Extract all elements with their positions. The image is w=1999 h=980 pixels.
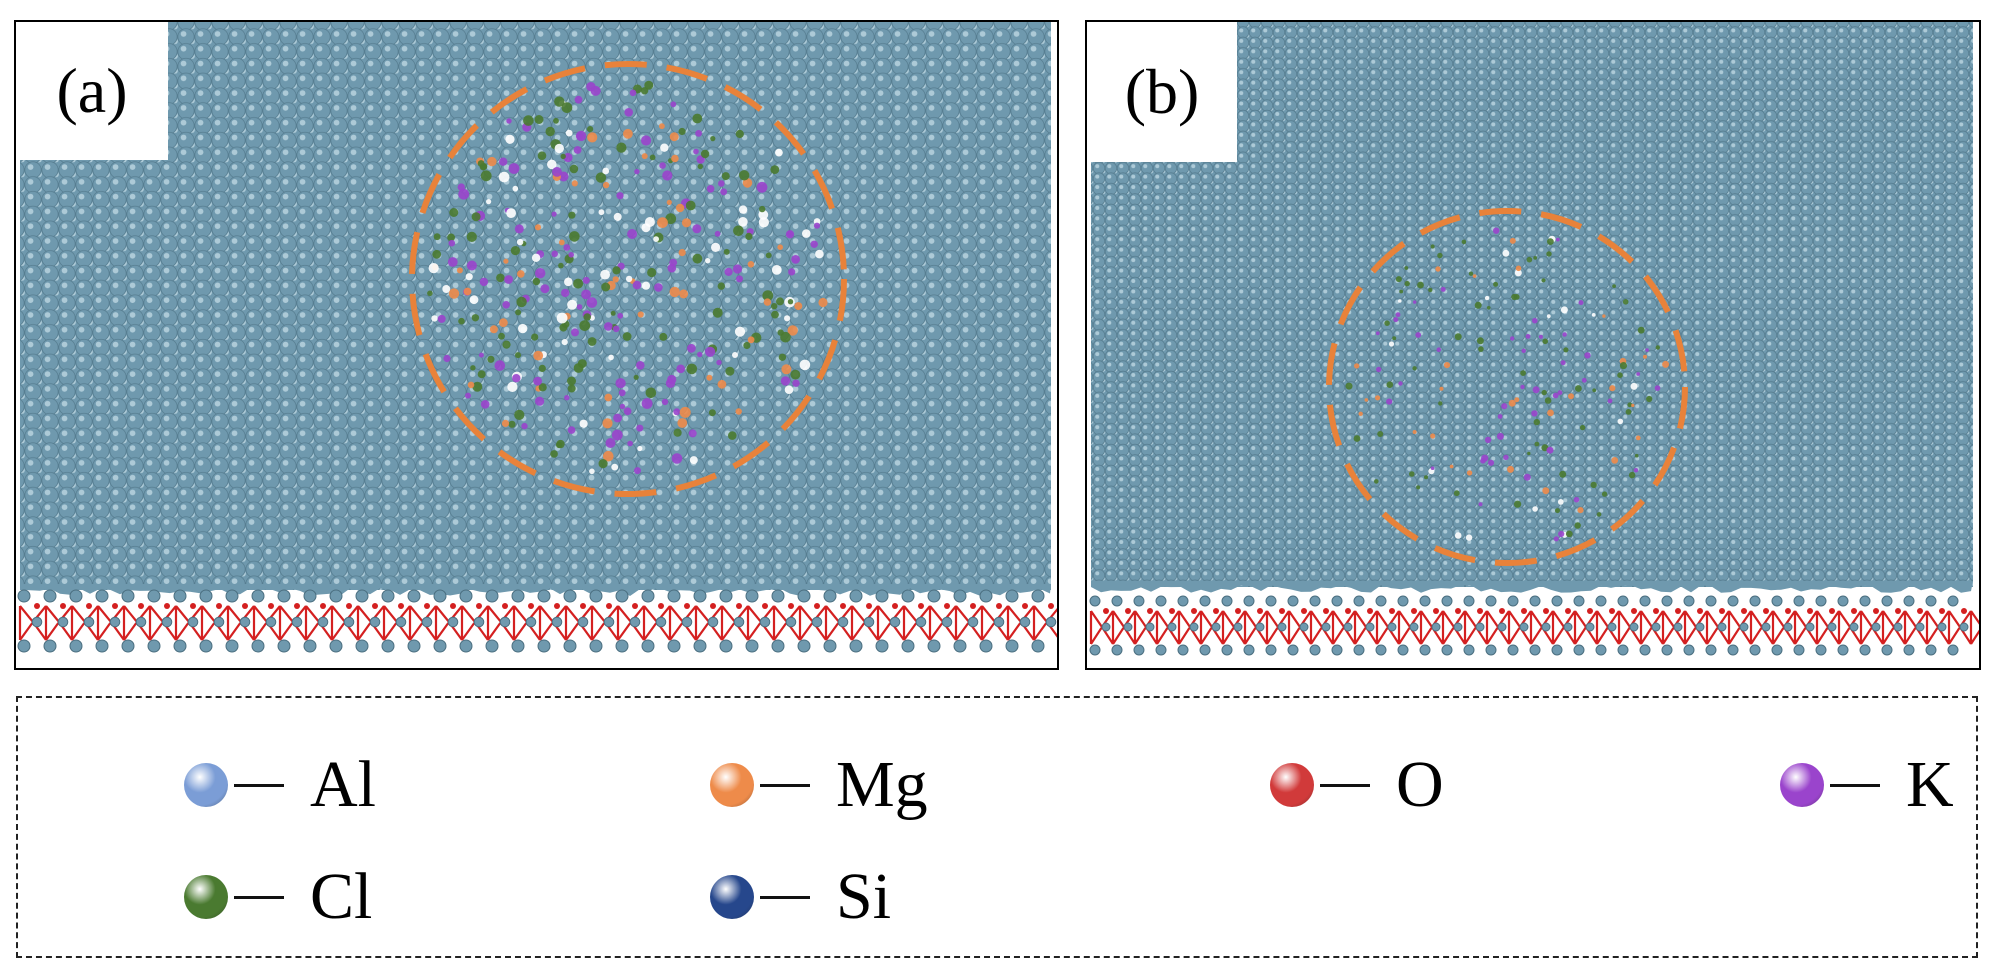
legend-item-k: K [1780,752,1954,818]
legend-label-k: K [1906,748,1954,821]
legend-dash [234,783,284,787]
legend-dash [1830,783,1880,787]
legend-label-al: Al [310,748,376,821]
legend-item-o: O [1270,752,1444,818]
element-legend: Al Mg O K Cl Si [16,696,1978,958]
panel-a: (a) [14,20,1059,670]
legend-dash [1320,783,1370,787]
o-atom-icon [1270,763,1314,807]
panel-label-b: (b) [1087,22,1237,162]
legend-dash [234,895,284,899]
solute-atoms [1345,227,1670,542]
legend-dash [760,783,810,787]
mg-atom-icon [710,763,754,807]
k-atom-icon [1780,763,1824,807]
legend-item-mg: Mg [710,752,928,818]
legend-label-mg: Mg [836,748,928,821]
legend-label-o: O [1396,748,1444,821]
al-atom-icon [184,763,228,807]
cl-atom-icon [184,875,228,919]
legend-item-al: Al [184,752,376,818]
si-atom-icon [710,875,754,919]
oxide-substrate [1089,595,1979,656]
legend-item-si: Si [710,864,891,930]
oxide-substrate [17,589,1057,653]
metal-matrix [1091,22,1973,593]
legend-label-cl: Cl [310,860,373,933]
legend-dash [760,895,810,899]
legend-label-si: Si [836,860,892,933]
panel-label-a: (a) [16,22,168,160]
metal-matrix [20,22,1051,596]
solute-atoms [427,80,828,475]
atomistic-snapshot-a [17,22,1057,653]
legend-item-cl: Cl [184,864,372,930]
panel-b: (b) [1085,20,1981,670]
highlight-circle [409,61,847,497]
atomistic-snapshot-b [1089,22,1979,656]
highlight-circle [1326,208,1688,566]
